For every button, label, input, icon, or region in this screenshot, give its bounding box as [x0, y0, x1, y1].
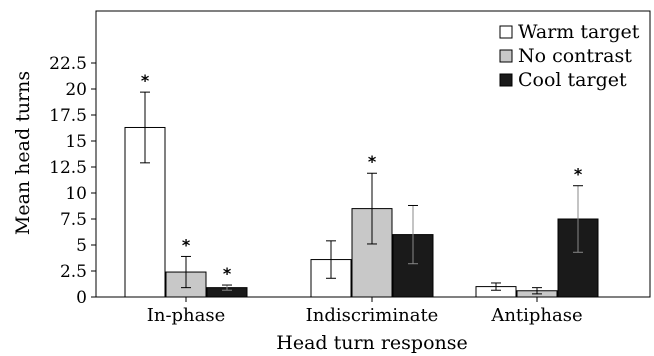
legend-swatch [499, 73, 513, 87]
y-tick-label: 10 [65, 184, 87, 204]
category-label: In-phase [147, 305, 226, 326]
y-tick-label: 15 [65, 132, 87, 152]
x-axis-categories: In-phase Indiscriminate Antiphase [147, 297, 583, 326]
category-label: Indiscriminate [306, 305, 439, 326]
y-tick-label: 7.5 [60, 210, 87, 230]
significance-marker: * [141, 71, 150, 90]
significance-marker: * [368, 152, 377, 171]
significance-marker: * [223, 264, 232, 283]
y-tick-label: 12.5 [49, 158, 87, 178]
category-label: Antiphase [490, 305, 582, 326]
y-tick-label: 0 [76, 288, 87, 308]
x-axis-title: Head turn response [276, 332, 467, 354]
legend-swatch [499, 49, 513, 63]
legend-label: No contrast [518, 45, 632, 67]
bars-group: * * * * * [124, 71, 599, 298]
y-tick-label: 2.5 [60, 262, 87, 282]
y-axis-title: Mean head turns [12, 71, 34, 235]
y-tick-label: 20 [65, 80, 87, 100]
legend-label: Cool target [518, 69, 627, 91]
legend-label: Warm target [518, 21, 640, 43]
legend-swatch [499, 25, 513, 39]
y-tick-label: 5 [76, 236, 87, 256]
y-tick-label: 22.5 [49, 54, 87, 74]
y-axis: 0 2.5 5 7.5 10 12.5 15 17.5 20 22.5 [49, 54, 96, 308]
significance-marker: * [574, 165, 583, 184]
significance-marker: * [182, 235, 191, 254]
y-tick-label: 17.5 [49, 106, 87, 126]
